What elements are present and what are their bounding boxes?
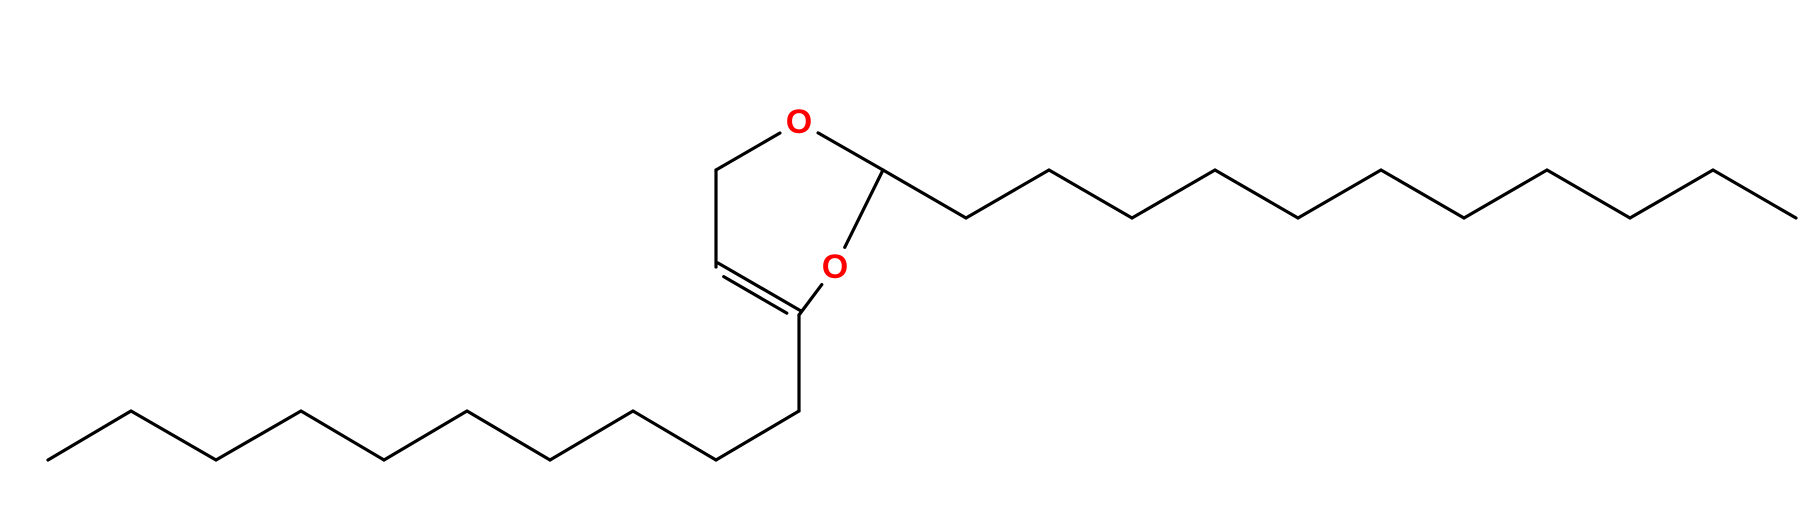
bonds [48,133,1796,460]
molecule-diagram: OO [0,0,1817,509]
atom-O-label: O [822,248,848,286]
atom-O-label: O [786,103,812,141]
atom-labels: OO [779,102,855,287]
